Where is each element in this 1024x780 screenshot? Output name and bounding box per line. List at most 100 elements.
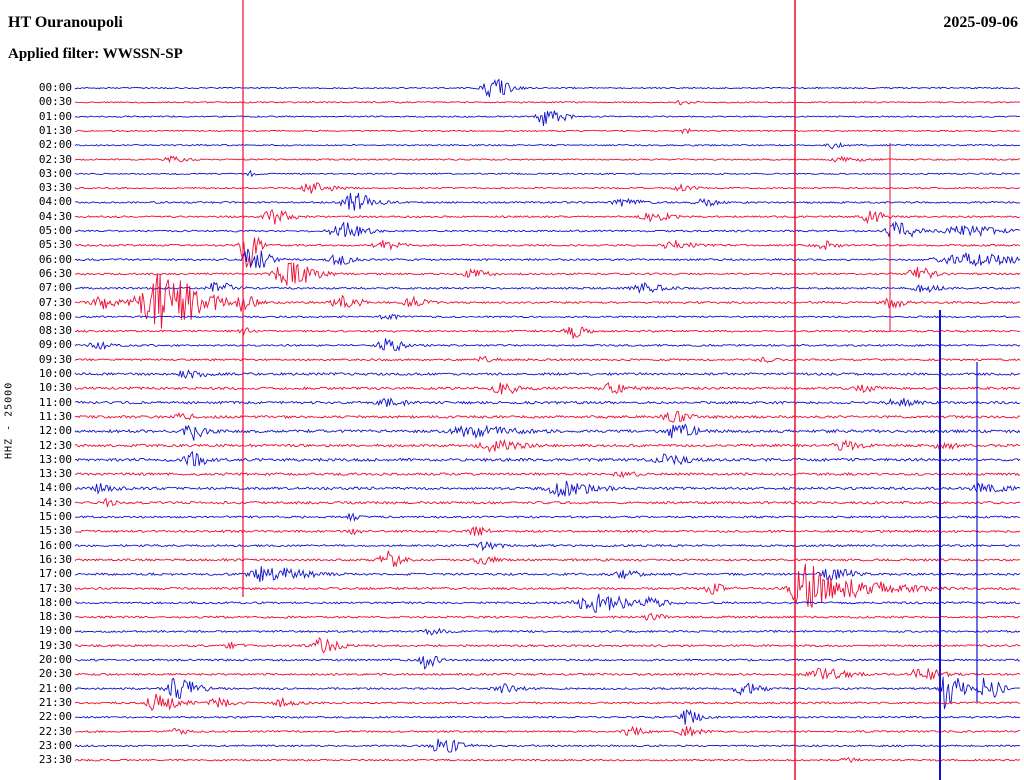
seismogram-trace-1200 bbox=[74, 423, 1021, 441]
trace-time-label: 23:30 bbox=[38, 753, 72, 767]
seismogram-trace-2200 bbox=[74, 709, 1021, 725]
trace-time-label: 06:30 bbox=[38, 266, 72, 280]
trace-time-label: 10:30 bbox=[38, 381, 72, 395]
trace-time-label: 11:30 bbox=[38, 409, 72, 423]
trace-time-label: 11:00 bbox=[38, 395, 72, 409]
trace-time-label: 18:30 bbox=[38, 610, 72, 624]
seismogram-trace-0930 bbox=[74, 355, 1021, 364]
trace-time-label: 01:00 bbox=[38, 109, 72, 123]
trace-time-label: 00:30 bbox=[38, 95, 72, 109]
trace-time-label: 09:30 bbox=[38, 352, 72, 366]
trace-time-label: 13:30 bbox=[38, 467, 72, 481]
trace-time-label: 05:00 bbox=[38, 224, 72, 237]
seismogram-trace-1030 bbox=[74, 382, 1021, 395]
trace-time-label: 03:30 bbox=[38, 181, 72, 195]
seismogram-trace-0500 bbox=[74, 220, 1021, 238]
seismogram-trace-1630 bbox=[74, 550, 1021, 568]
seismogram-trace-2330 bbox=[74, 756, 1021, 763]
seismogram-trace-1730 bbox=[74, 563, 1021, 608]
seismogram-trace-1430 bbox=[74, 497, 1021, 508]
trace-time-label: 15:00 bbox=[38, 510, 72, 523]
seismogram-trace-1500 bbox=[74, 512, 1021, 522]
trace-time-label: 08:00 bbox=[38, 309, 72, 323]
trace-time-label: 21:30 bbox=[38, 695, 72, 709]
seismogram-trace-0530 bbox=[74, 236, 1021, 268]
seismogram-trace-0400 bbox=[74, 192, 1021, 211]
trace-time-label: 07:30 bbox=[38, 295, 72, 309]
trace-time-label: 20:00 bbox=[38, 653, 72, 666]
seismogram-trace-1830 bbox=[74, 613, 1021, 621]
seismogram-trace-0230 bbox=[74, 155, 1021, 164]
seismogram-trace-1330 bbox=[74, 471, 1021, 479]
seismogram-trace-0430 bbox=[74, 208, 1021, 225]
trace-time-label: 17:00 bbox=[38, 567, 72, 581]
trace-time-label: 16:00 bbox=[38, 538, 72, 552]
trace-time-label: 14:00 bbox=[38, 481, 72, 495]
trace-time-label: 22:00 bbox=[38, 710, 72, 724]
seismogram-trace-2000 bbox=[74, 656, 1021, 670]
trace-time-label: 22:30 bbox=[38, 724, 72, 738]
trace-time-label: 19:00 bbox=[38, 624, 72, 638]
trace-time-label: 02:00 bbox=[38, 138, 72, 152]
seismogram-trace-0900 bbox=[74, 338, 1021, 352]
trace-time-label: 17:30 bbox=[38, 581, 72, 595]
trace-time-label: 04:00 bbox=[38, 195, 72, 209]
trace-time-label: 07:00 bbox=[38, 281, 72, 295]
seismogram-trace-0000 bbox=[74, 78, 1021, 98]
seismogram-trace-1700 bbox=[74, 566, 1021, 583]
trace-time-label: 21:00 bbox=[38, 681, 72, 695]
seismogram-trace-0030 bbox=[74, 99, 1021, 106]
seismogram-trace-0630 bbox=[74, 262, 1021, 286]
trace-time-label: 12:30 bbox=[38, 438, 72, 452]
trace-time-label: 00:00 bbox=[38, 81, 72, 94]
seismogram-trace-1800 bbox=[74, 593, 1021, 613]
date-label: 2025-09-06 bbox=[943, 14, 1018, 31]
seismogram-trace-0330 bbox=[74, 182, 1021, 194]
applied-filter-label: Applied filter: WWSSN-SP bbox=[8, 46, 183, 62]
seismogram-trace-0730 bbox=[74, 273, 1021, 329]
seismogram-trace-1000 bbox=[74, 369, 1021, 379]
seismogram-trace-2030 bbox=[74, 667, 1021, 680]
seismogram-trace-1130 bbox=[74, 410, 1021, 423]
seismogram-trace-0700 bbox=[74, 281, 1021, 295]
seismogram-trace-0130 bbox=[75, 127, 1021, 135]
trace-time-label: 10:00 bbox=[38, 367, 72, 380]
trace-time-label: 23:00 bbox=[38, 738, 72, 752]
trace-time-label: 19:30 bbox=[38, 638, 72, 652]
trace-time-label: 04:30 bbox=[38, 209, 72, 223]
trace-time-label: 03:00 bbox=[38, 166, 72, 180]
seismogram-trace-0300 bbox=[74, 169, 1021, 178]
trace-time-label: 13:00 bbox=[38, 452, 72, 466]
trace-time-label: 08:30 bbox=[38, 324, 72, 338]
seismogram-trace-2300 bbox=[74, 738, 1021, 753]
seismogram-trace-1530 bbox=[75, 526, 1021, 537]
trace-time-label: 14:30 bbox=[38, 495, 72, 509]
seismogram-trace-1930 bbox=[74, 637, 1021, 654]
trace-time-label: 16:30 bbox=[38, 552, 72, 566]
seismogram-trace-1100 bbox=[74, 397, 1021, 408]
seismogram-trace-1400 bbox=[74, 480, 1021, 498]
trace-time-label: 06:00 bbox=[38, 252, 72, 266]
seismogram-trace-2130 bbox=[74, 693, 1021, 711]
seismogram-trace-1230 bbox=[74, 438, 1021, 453]
trace-time-label: 12:00 bbox=[38, 424, 72, 438]
seismogram-trace-0200 bbox=[74, 141, 1021, 150]
seismogram-trace-1900 bbox=[74, 627, 1021, 636]
trace-time-label: 01:30 bbox=[38, 123, 72, 137]
trace-time-label: 20:30 bbox=[38, 667, 72, 681]
trace-time-label: 09:00 bbox=[38, 338, 72, 352]
trace-time-label: 05:30 bbox=[38, 238, 72, 252]
seismogram-trace-0800 bbox=[74, 313, 1021, 321]
trace-time-label: 18:00 bbox=[38, 595, 72, 609]
trace-time-label: 02:30 bbox=[38, 152, 72, 166]
trace-time-label: 15:30 bbox=[38, 524, 72, 538]
seismogram-trace-0830 bbox=[75, 326, 1021, 339]
station-title: HT Ouranoupoli bbox=[8, 14, 123, 31]
seismogram-trace-0600 bbox=[74, 248, 1021, 269]
seismogram-trace-2230 bbox=[75, 725, 1021, 737]
seismogram-trace-2100 bbox=[74, 676, 1021, 710]
seismogram-trace-1600 bbox=[74, 541, 1021, 552]
seismogram-trace-1300 bbox=[74, 450, 1021, 467]
